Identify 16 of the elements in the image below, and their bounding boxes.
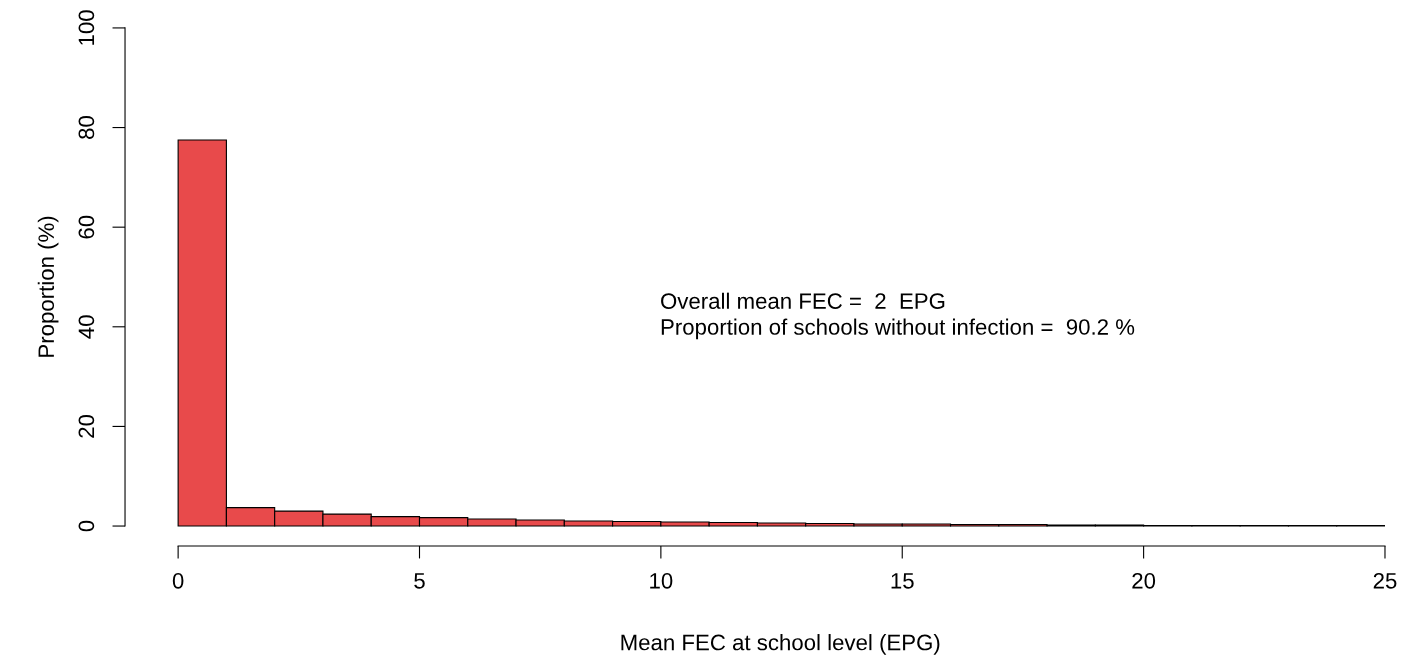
annotation: Proportion of schools without infection = 90.2 %	[661, 318, 1135, 340]
x-tick-label: 15	[891, 573, 914, 589]
x-tick-label: 5	[414, 573, 425, 589]
annotation: Overall mean FEC = 2 EPG	[661, 292, 945, 309]
x-tick-label: 25	[1373, 572, 1397, 589]
y-tick-label: 80	[78, 116, 95, 139]
y-tick-label: 40	[78, 315, 95, 339]
y-tick-label: 0	[78, 520, 95, 532]
x-tick-label: 10	[650, 572, 673, 589]
y-tick-label: 100	[78, 10, 95, 45]
x-tick-label: 0	[172, 572, 184, 589]
y-axis-title: Proportion (%)	[37, 216, 59, 357]
x-tick-label: 20	[1132, 572, 1156, 589]
x-axis-title: Mean FEC at school level (EPG)	[621, 634, 940, 655]
y-tick-label: 20	[78, 414, 95, 438]
y-tick-label: 60	[78, 215, 95, 239]
